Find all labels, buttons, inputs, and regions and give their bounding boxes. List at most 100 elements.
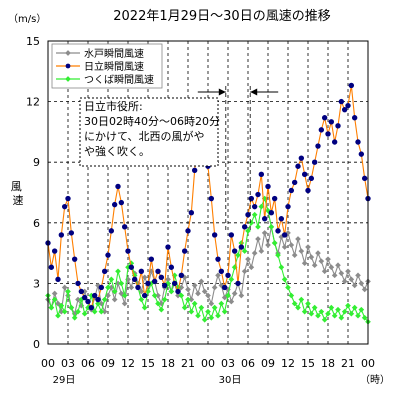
data-point-hitachi — [238, 244, 245, 250]
data-point-tsukuba — [95, 300, 101, 307]
data-point-mito — [318, 258, 325, 265]
data-point-mito — [298, 248, 305, 254]
data-point-hitachi — [305, 187, 311, 194]
x-tick-labels: 00 03 06 09 12 15 18 21 00 03 06 09 12 15 18 21 00 — [41, 357, 375, 370]
data-point-tsukuba — [61, 308, 68, 315]
data-point-tsukuba — [348, 310, 355, 317]
data-point-tsukuba — [311, 304, 318, 311]
data-point-mito — [301, 260, 308, 267]
data-point-mito — [258, 248, 265, 254]
data-point-hitachi — [71, 256, 78, 262]
annotation-line-3: にかけて、北西の風がや — [84, 129, 204, 143]
data-point-tsukuba — [288, 292, 295, 299]
data-point-hitachi — [61, 203, 68, 210]
x-tick-label: 15 — [301, 357, 315, 370]
data-point-hitachi — [85, 298, 91, 305]
data-point-hitachi — [111, 201, 118, 208]
data-point-hitachi — [225, 272, 231, 279]
data-point-mito — [261, 230, 268, 236]
data-point-tsukuba — [111, 288, 118, 295]
annotation-line-2: 30日02時40分～06時20分 — [84, 115, 220, 128]
data-point-mito — [228, 298, 235, 305]
data-point-mito — [201, 288, 208, 295]
data-point-tsukuba — [178, 292, 185, 299]
y-tick-label: 15 — [26, 35, 40, 48]
data-point-mito — [288, 242, 295, 248]
data-point-hitachi — [255, 191, 261, 198]
data-point-tsukuba — [115, 268, 121, 275]
x-tick-label: 12 — [121, 357, 135, 370]
data-point-hitachi — [51, 248, 58, 254]
date-label-30: 30日 — [219, 375, 242, 386]
data-point-hitachi — [351, 115, 358, 121]
data-point-hitachi — [78, 288, 85, 295]
data-point-tsukuba — [218, 300, 225, 307]
data-point-mito — [321, 268, 328, 275]
data-point-hitachi — [155, 268, 161, 274]
data-point-tsukuba — [325, 310, 331, 317]
y-unit-label: （m/s） — [8, 13, 46, 25]
data-point-hitachi — [48, 264, 55, 270]
data-point-tsukuba — [211, 304, 218, 311]
data-point-hitachi — [291, 179, 298, 186]
data-point-hitachi — [188, 210, 195, 216]
data-point-tsukuba — [291, 300, 298, 307]
data-point-mito — [178, 284, 185, 291]
data-point-mito — [241, 268, 248, 275]
data-point-tsukuba — [338, 314, 345, 321]
data-point-tsukuba — [81, 310, 88, 317]
data-point-tsukuba — [328, 304, 335, 311]
y-tick-labels: 0 3 6 9 12 15 — [26, 35, 40, 351]
data-point-tsukuba — [248, 219, 255, 226]
data-point-hitachi — [358, 151, 365, 157]
data-point-tsukuba — [275, 252, 281, 258]
data-point-hitachi — [325, 131, 331, 137]
data-point-tsukuba — [71, 314, 78, 321]
data-point-hitachi — [128, 264, 135, 270]
arrowhead-right — [250, 88, 258, 96]
data-point-tsukuba — [191, 300, 198, 307]
data-point-hitachi — [275, 228, 281, 234]
data-point-hitachi — [108, 228, 115, 234]
x-tick-label: 18 — [321, 357, 335, 370]
data-point-hitachi — [338, 98, 345, 105]
data-point-hitachi — [175, 288, 181, 295]
data-point-tsukuba — [278, 264, 285, 271]
annotation-line-4: や強く吹く。 — [84, 145, 150, 158]
data-point-mito — [101, 308, 108, 315]
data-point-hitachi — [165, 244, 171, 250]
data-point-mito — [185, 286, 191, 293]
data-point-tsukuba — [68, 304, 75, 311]
data-point-mito — [351, 282, 358, 289]
data-point-tsukuba — [301, 308, 308, 315]
data-point-hitachi — [105, 252, 111, 258]
data-point-mito — [188, 296, 195, 303]
data-point-tsukuba — [138, 296, 145, 303]
data-point-mito — [61, 284, 68, 291]
data-point-hitachi — [178, 272, 185, 279]
x-tick-label: 15 — [141, 357, 155, 370]
data-point-hitachi — [98, 284, 105, 291]
data-point-tsukuba — [55, 312, 61, 319]
data-point-tsukuba — [245, 228, 251, 234]
data-point-hitachi — [91, 292, 98, 299]
data-point-hitachi — [348, 82, 355, 89]
data-point-mito — [348, 276, 355, 283]
data-point-mito — [281, 244, 288, 250]
data-point-hitachi — [228, 232, 235, 238]
x-tick-label: 03 — [221, 357, 235, 370]
legend-swatch-marker — [65, 76, 71, 82]
data-point-tsukuba — [345, 302, 351, 309]
data-point-mito — [361, 286, 368, 293]
data-point-tsukuba — [305, 300, 311, 307]
y-axis-label-char-1: 風 — [11, 180, 22, 193]
data-point-tsukuba — [215, 312, 221, 319]
data-point-mito — [175, 292, 181, 299]
data-point-tsukuba — [331, 312, 338, 319]
data-point-mito — [341, 278, 348, 285]
data-point-tsukuba — [225, 292, 231, 299]
data-point-hitachi — [125, 248, 131, 254]
data-point-tsukuba — [121, 292, 128, 299]
data-point-hitachi — [248, 195, 255, 202]
data-point-hitachi — [218, 268, 225, 274]
